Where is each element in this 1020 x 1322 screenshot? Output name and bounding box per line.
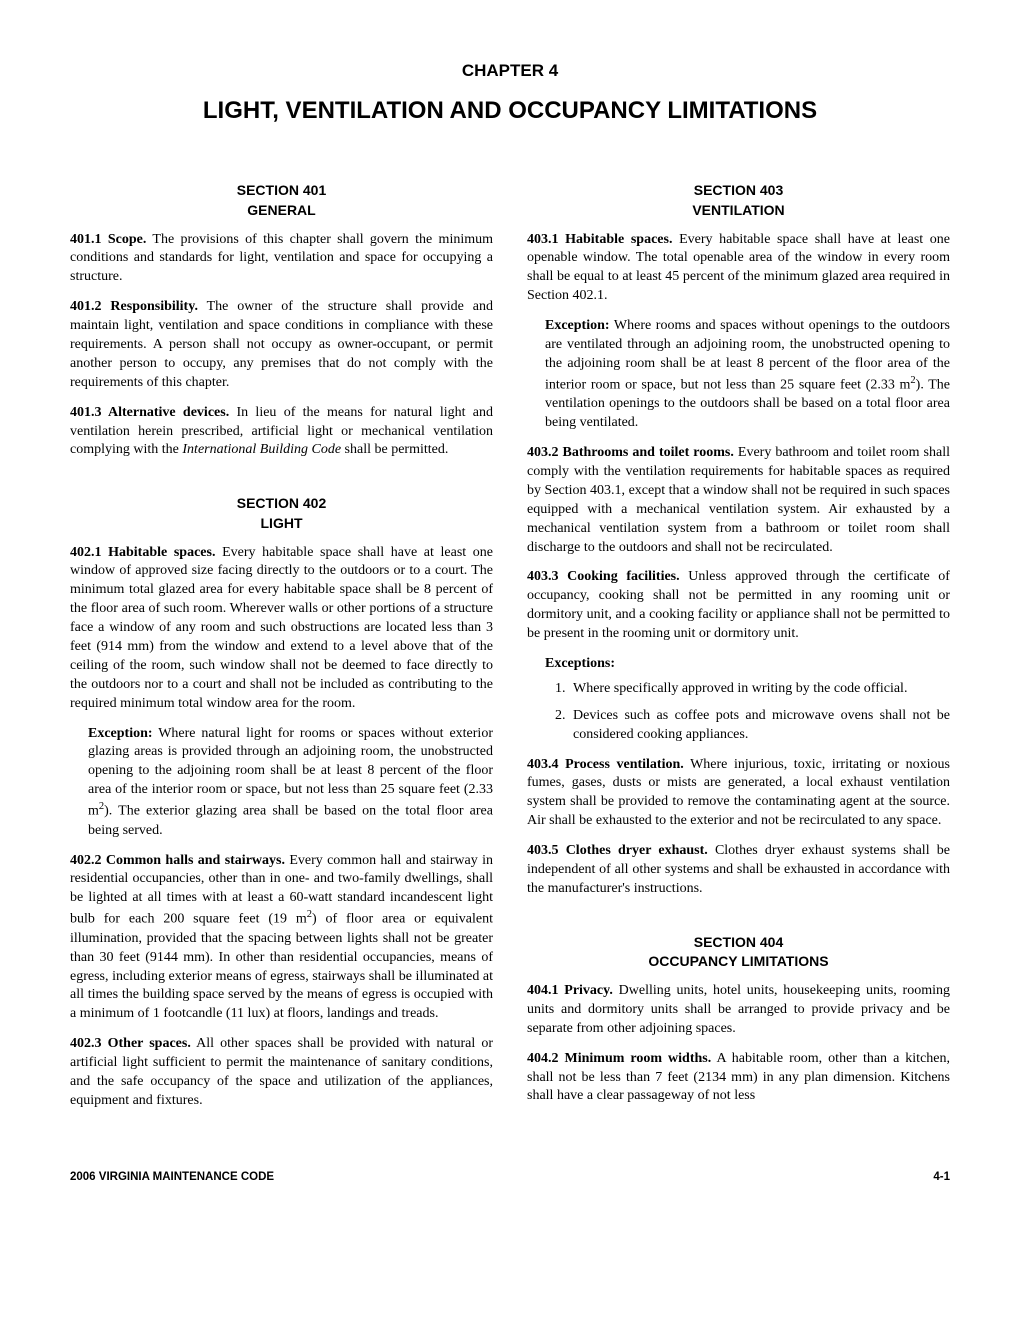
p-403-5: 403.5 Clothes dryer exhaust. Clothes dry… [527, 842, 950, 899]
p-402-2-lead: 402.2 Common halls and stairways. [70, 853, 285, 868]
footer-right: 4-1 [933, 1170, 950, 1186]
page-footer: 2006 VIRGINIA MAINTENANCE CODE 4-1 [70, 1170, 950, 1186]
p-402-3: 402.3 Other spaces. All other spaces sha… [70, 1035, 493, 1111]
right-column: SECTION 403 VENTILATION 403.1 Habitable … [527, 181, 950, 1121]
section-403-heading: SECTION 403 VENTILATION [527, 181, 950, 220]
p-402-2-b: ) of floor area or equivalent illuminati… [70, 912, 493, 1021]
p-403-3-exc-lead: Exceptions: [545, 656, 615, 671]
p-403-1: 403.1 Habitable spaces. Every habitable … [527, 231, 950, 307]
p-403-2-body: Every bathroom and toilet room shall com… [527, 445, 950, 554]
p-401-2-lead: 401.2 Responsibility. [70, 299, 198, 314]
p-402-1-body: Every habitable space shall have at leas… [70, 545, 493, 711]
section-402-name: LIGHT [261, 515, 303, 531]
p-402-1-exc-lead: Exception: [88, 726, 153, 741]
two-column-layout: SECTION 401 GENERAL 401.1 Scope. The pro… [70, 181, 950, 1121]
section-404-heading: SECTION 404 OCCUPANCY LIMITATIONS [527, 933, 950, 972]
p-403-3-exc-1: Where specifically approved in writing b… [569, 680, 950, 699]
p-401-3-lead: 401.3 Alternative devices. [70, 405, 229, 420]
p-404-1: 404.1 Privacy. Dwelling units, hotel uni… [527, 982, 950, 1039]
p-404-1-lead: 404.1 Privacy. [527, 983, 613, 998]
section-401-name: GENERAL [247, 202, 315, 218]
section-403-num: SECTION 403 [694, 182, 783, 198]
p-402-1: 402.1 Habitable spaces. Every habitable … [70, 544, 493, 714]
p-401-3-b: shall be permitted. [341, 442, 448, 457]
p-404-2: 404.2 Minimum room widths. A habitable r… [527, 1050, 950, 1107]
p-403-4: 403.4 Process ventilation. Where injurio… [527, 756, 950, 832]
section-404-name: OCCUPANCY LIMITATIONS [648, 953, 828, 969]
p-403-1-lead: 403.1 Habitable spaces. [527, 232, 672, 247]
p-402-1-exc-b: ). The exterior glazing area shall be ba… [88, 804, 493, 838]
p-402-1-lead: 402.1 Habitable spaces. [70, 545, 215, 560]
chapter-label: CHAPTER 4 [70, 60, 950, 83]
section-404-num: SECTION 404 [694, 934, 783, 950]
p-401-1: 401.1 Scope. The provisions of this chap… [70, 231, 493, 288]
p-402-1-exception: Exception: Where natural light for rooms… [88, 725, 493, 841]
p-403-3-exceptions-list: Where specifically approved in writing b… [527, 680, 950, 745]
p-403-4-lead: 403.4 Process ventilation. [527, 757, 684, 772]
p-403-3-exceptions-label: Exceptions: [545, 655, 950, 674]
p-403-1-exception: Exception: Where rooms and spaces withou… [545, 317, 950, 433]
p-402-2: 402.2 Common halls and stairways. Every … [70, 852, 493, 1025]
p-403-3-lead: 403.3 Cooking facilities. [527, 569, 680, 584]
section-401-heading: SECTION 401 GENERAL [70, 181, 493, 220]
p-403-5-lead: 403.5 Clothes dryer exhaust. [527, 843, 708, 858]
p-403-2-lead: 403.2 Bathrooms and toilet rooms. [527, 445, 734, 460]
p-401-3: 401.3 Alternative devices. In lieu of th… [70, 404, 493, 461]
section-401-num: SECTION 401 [237, 182, 326, 198]
p-401-3-ital: International Building Code [182, 442, 341, 457]
p-404-2-lead: 404.2 Minimum room widths. [527, 1051, 711, 1066]
p-401-1-lead: 401.1 Scope. [70, 232, 146, 247]
p-401-2: 401.2 Responsibility. The owner of the s… [70, 298, 493, 392]
section-402-num: SECTION 402 [237, 495, 326, 511]
p-403-3: 403.3 Cooking facilities. Unless approve… [527, 568, 950, 644]
p-403-1-exc-lead: Exception: [545, 318, 610, 333]
p-402-3-lead: 402.3 Other spaces. [70, 1036, 191, 1051]
p-403-2: 403.2 Bathrooms and toilet rooms. Every … [527, 444, 950, 557]
section-403-name: VENTILATION [692, 202, 784, 218]
section-402-heading: SECTION 402 LIGHT [70, 494, 493, 533]
left-column: SECTION 401 GENERAL 401.1 Scope. The pro… [70, 181, 493, 1121]
chapter-title: LIGHT, VENTILATION AND OCCUPANCY LIMITAT… [70, 95, 950, 127]
footer-left: 2006 VIRGINIA MAINTENANCE CODE [70, 1170, 274, 1186]
p-403-3-exc-2: Devices such as coffee pots and microwav… [569, 707, 950, 745]
